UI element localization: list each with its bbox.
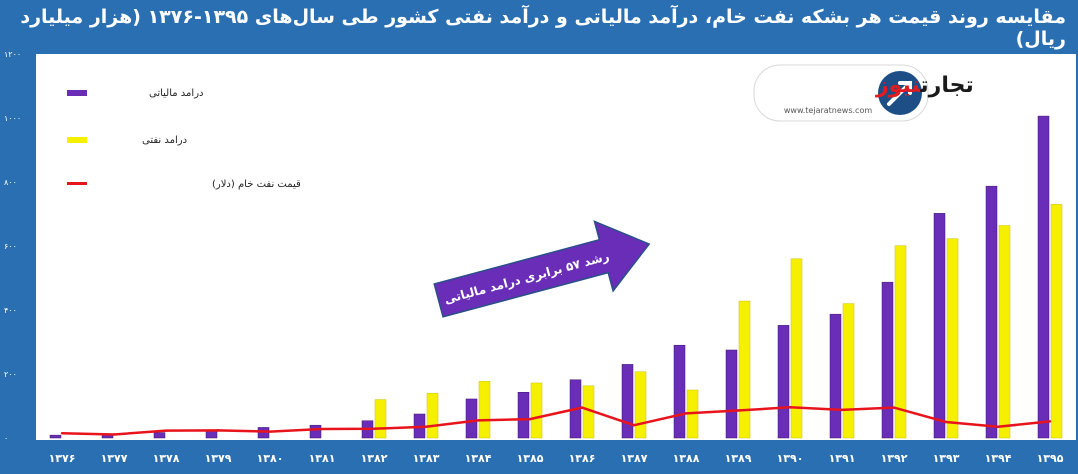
bar-tax	[725, 349, 738, 439]
bar-tax	[673, 344, 686, 439]
x-tick-label: ۱۳۸۴	[465, 452, 492, 465]
bar-oil	[426, 392, 439, 439]
x-tick-label: ۱۳۷۹	[205, 452, 232, 465]
legend-label-oil: درامد نفتی	[142, 135, 187, 146]
point-oil-price	[164, 429, 168, 432]
point-oil-price	[840, 408, 844, 412]
x-tick-label: ۱۳۷۶	[49, 452, 76, 465]
y-tick-label: ۶۰۰	[4, 242, 17, 251]
point-oil-price	[632, 424, 636, 427]
bar-oil	[530, 382, 543, 439]
point-oil-price	[424, 425, 428, 428]
point-oil-price	[996, 425, 1000, 428]
point-oil-price	[216, 429, 220, 432]
line-oil-price	[61, 406, 1051, 436]
x-tick-label: ۱۳۸۵	[517, 452, 544, 465]
bar-tax	[1037, 115, 1050, 439]
y-tick-label: ۰	[4, 434, 8, 443]
x-tick-label: ۱۳۸۱	[309, 452, 336, 465]
y-tick-label: ۸۰۰	[4, 178, 17, 187]
point-oil-price	[60, 432, 64, 435]
bar-tax	[153, 432, 166, 439]
legend-swatch-oil	[67, 137, 87, 143]
x-tick-label: ۱۳۸۹	[725, 452, 752, 465]
point-oil-price	[684, 412, 688, 415]
bar-oil	[374, 399, 387, 439]
point-oil-price	[372, 427, 376, 430]
bar-tax	[49, 434, 62, 439]
legend-label-tax: درامد مالیاتی	[149, 88, 203, 99]
bar-tax	[309, 424, 322, 439]
x-tick-label: ۱۳۷۷	[101, 452, 128, 465]
bar-tax	[517, 391, 530, 439]
y-tick-label: ۱۰۰۰	[4, 114, 21, 123]
point-oil-price	[580, 406, 584, 409]
legend-label-price: قیمت نفت خام (دلار)	[212, 179, 301, 190]
bar-oil	[790, 258, 803, 439]
point-oil-price	[788, 406, 792, 409]
bar-oil	[478, 381, 491, 439]
point-oil-price	[1048, 420, 1052, 423]
y-tick-label: ۲۰۰	[4, 370, 17, 379]
x-tick-label: ۱۳۹۰	[777, 452, 804, 465]
x-tick-label: ۱۳۸۲	[361, 452, 388, 465]
bar-oil	[894, 245, 907, 439]
bar-oil	[634, 371, 647, 439]
bar-oil	[1050, 204, 1063, 439]
point-oil-price	[476, 419, 480, 422]
y-tick-label: ۱۲۰۰	[4, 50, 21, 59]
point-oil-price	[528, 417, 532, 421]
bar-tax	[205, 430, 218, 439]
bar-tax	[985, 185, 998, 439]
point-oil-price	[736, 409, 740, 412]
bar-oil	[842, 303, 855, 439]
x-tick-label: ۱۳۷۸	[153, 452, 180, 465]
chart-title: مقایسه روند قیمت هر بشکه نفت خام، درآمد …	[20, 6, 1066, 50]
x-tick-label: ۱۳۸۳	[413, 452, 440, 465]
logo-url: www.tejaratnews.com	[784, 106, 872, 115]
x-tick-label: ۱۳۹۱	[829, 452, 856, 465]
point-oil-price	[112, 433, 116, 436]
point-oil-price	[892, 406, 896, 409]
legend-swatch-tax	[67, 90, 87, 96]
x-tick-label: ۱۳۸۶	[569, 452, 596, 465]
legend: درامد مالیاتی درامد نفتی قیمت نفت خام (د…	[67, 88, 301, 190]
x-tick-label: ۱۳۹۴	[985, 452, 1012, 465]
point-oil-price	[944, 420, 948, 424]
x-tick-label: ۱۳۸۰	[257, 452, 284, 465]
point-oil-price	[268, 430, 272, 433]
logo-arrow-icon	[887, 81, 912, 106]
bar-tax	[881, 281, 894, 439]
bar-tax	[621, 364, 634, 439]
bar-tax	[777, 325, 790, 439]
x-tick-label: ۱۳۹۳	[933, 452, 960, 465]
bar-oil	[738, 300, 751, 439]
tejaratnews-logo: تجارتنیوز www.tejaratnews.com	[753, 64, 974, 122]
growth-arrow-shape	[433, 220, 651, 318]
x-tick-label: ۱۳۹۵	[1037, 452, 1064, 465]
logo-wordmark: تجارتنیوز	[875, 73, 974, 98]
bar-tax	[829, 313, 842, 439]
x-tick-label: ۱۳۸۸	[673, 452, 700, 465]
y-tick-label: ۴۰۰	[4, 306, 17, 315]
bar-tax	[933, 213, 946, 439]
x-tick-label: ۱۳۹۲	[881, 452, 908, 465]
bar-oil	[946, 238, 959, 439]
x-tick-label: ۱۳۸۷	[621, 452, 648, 465]
legend-swatch-price	[67, 182, 87, 185]
bar-oil	[998, 225, 1011, 439]
point-oil-price	[320, 427, 324, 431]
bar-tax	[465, 398, 478, 439]
